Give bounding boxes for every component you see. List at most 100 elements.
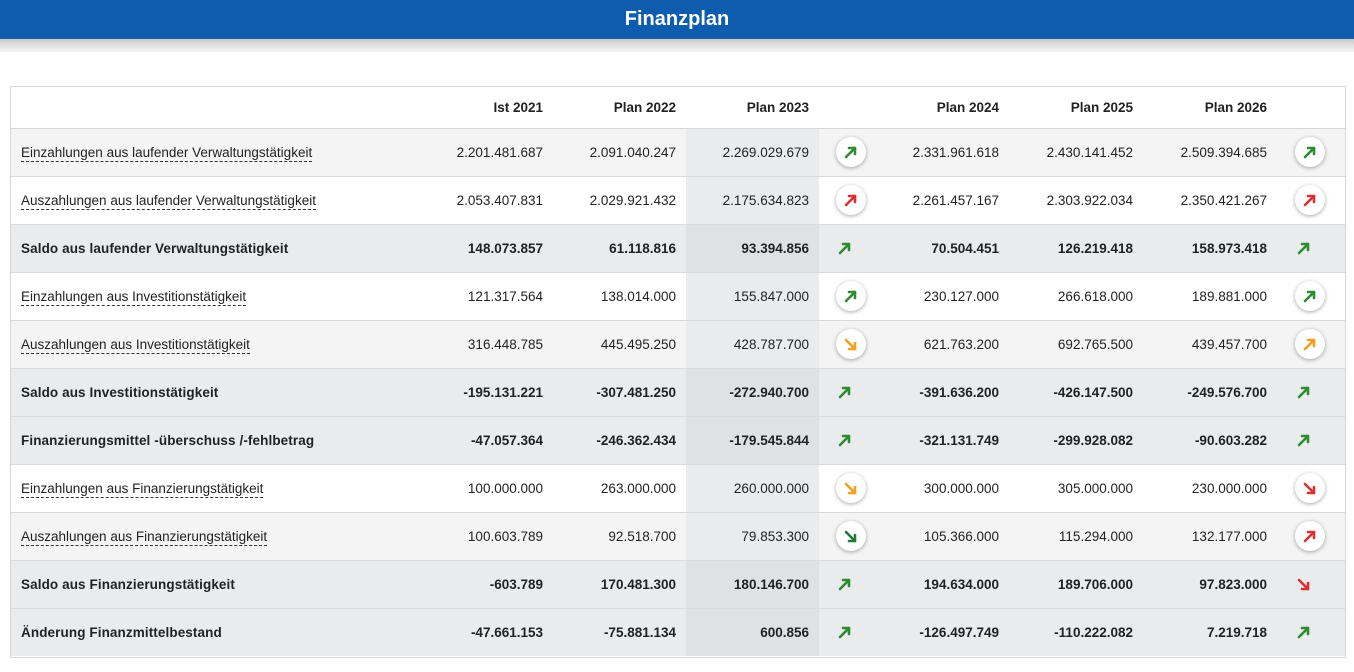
- trend-cell: [1277, 224, 1345, 273]
- value-cell: 148.073.857: [419, 224, 553, 273]
- trend-cell: [819, 368, 885, 417]
- row-label: Änderung Finanzmittelbestand: [21, 624, 222, 640]
- trend-button[interactable]: [1295, 137, 1325, 167]
- row-label-link[interactable]: Auszahlungen aus Investitionstätigkeit: [21, 336, 250, 354]
- row-label: Finanzierungsmittel -überschuss /-fehlbe…: [21, 432, 315, 448]
- header-label-cell: [11, 87, 419, 129]
- value-cell: 263.000.000: [553, 464, 686, 513]
- row-label-cell: Saldo aus laufender Verwaltungstätigkeit: [11, 224, 419, 273]
- column-header-ist-2021[interactable]: Ist 2021: [419, 87, 553, 129]
- value-cell: 260.000.000: [686, 464, 819, 513]
- trend-up-icon: [843, 144, 859, 160]
- value-cell: 2.509.394.685: [1143, 128, 1277, 177]
- value-cell: 138.014.000: [553, 272, 686, 321]
- trend-cell: [819, 272, 885, 321]
- trend-button[interactable]: [836, 329, 866, 359]
- value-cell: 121.317.564: [419, 272, 553, 321]
- value-cell: 2.053.407.831: [419, 176, 553, 225]
- table-row: Saldo aus Investitionstätigkeit -195.131.…: [11, 368, 1345, 417]
- trend-cell: [819, 608, 885, 656]
- trend-down-icon: [843, 528, 859, 544]
- column-header-plan-2023[interactable]: Plan 2023: [686, 87, 819, 129]
- value-cell: -126.497.749: [885, 608, 1009, 656]
- value-cell: 428.787.700: [686, 320, 819, 369]
- value-cell: 97.823.000: [1143, 560, 1277, 609]
- row-label-cell: Saldo aus Investitionstätigkeit: [11, 368, 419, 417]
- table-row: Änderung Finanzmittelbestand -47.661.153-…: [11, 608, 1345, 656]
- trend-cell: [1277, 560, 1345, 609]
- trend-cell: [1277, 464, 1345, 513]
- column-header-plan-2022[interactable]: Plan 2022: [553, 87, 686, 129]
- value-cell: 126.219.418: [1009, 224, 1143, 273]
- trend-button[interactable]: [1295, 329, 1325, 359]
- value-cell: 300.000.000: [885, 464, 1009, 513]
- trend-cell: [819, 128, 885, 177]
- row-label: Saldo aus Investitionstätigkeit: [21, 384, 219, 400]
- value-cell: 600.856: [686, 608, 819, 656]
- trend-button[interactable]: [836, 473, 866, 503]
- trend-up-icon: [1302, 192, 1318, 208]
- trend-cell: [1277, 176, 1345, 225]
- value-cell: -249.576.700: [1143, 368, 1277, 417]
- trend-up-icon: [1302, 288, 1318, 304]
- value-cell: -90.603.282: [1143, 416, 1277, 465]
- trend-cell: [1277, 608, 1345, 656]
- trend-down-icon: [1302, 480, 1318, 496]
- value-cell: 100.603.789: [419, 512, 553, 561]
- trend-up-icon: [1295, 239, 1313, 257]
- value-cell: 316.448.785: [419, 320, 553, 369]
- row-label-link[interactable]: Auszahlungen aus laufender Verwaltungstä…: [21, 192, 316, 210]
- header-shadow: [0, 39, 1354, 52]
- value-cell: 2.261.457.167: [885, 176, 1009, 225]
- trend-down-icon: [1295, 575, 1313, 593]
- value-cell: 170.481.300: [553, 560, 686, 609]
- trend-button[interactable]: [1295, 521, 1325, 551]
- value-cell: -195.131.221: [419, 368, 553, 417]
- value-cell: -47.661.153: [419, 608, 553, 656]
- trend-cell: [819, 320, 885, 369]
- value-cell: 93.394.856: [686, 224, 819, 273]
- column-header-plan-2026[interactable]: Plan 2026: [1143, 87, 1277, 129]
- value-cell: 7.219.718: [1143, 608, 1277, 656]
- trend-button[interactable]: [836, 137, 866, 167]
- table-header-row: Ist 2021 Plan 2022 Plan 2023 Plan 2024 P…: [11, 87, 1345, 129]
- trend-button[interactable]: [836, 185, 866, 215]
- header-trend-cell-1: [819, 87, 885, 129]
- row-label: Saldo aus Finanzierungstätigkeit: [21, 576, 235, 592]
- row-label-link[interactable]: Einzahlungen aus Investitionstätigkeit: [21, 288, 247, 306]
- trend-cell: [1277, 368, 1345, 417]
- trend-up-icon: [1302, 144, 1318, 160]
- trend-button[interactable]: [1295, 473, 1325, 503]
- row-label-cell: Auszahlungen aus Investitionstätigkeit: [11, 320, 419, 369]
- finance-plan-table: Ist 2021 Plan 2022 Plan 2023 Plan 2024 P…: [11, 87, 1345, 656]
- trend-button[interactable]: [1295, 185, 1325, 215]
- value-cell: 189.706.000: [1009, 560, 1143, 609]
- trend-up-icon: [843, 288, 859, 304]
- trend-cell: [1277, 320, 1345, 369]
- value-cell: 155.847.000: [686, 272, 819, 321]
- trend-button[interactable]: [836, 281, 866, 311]
- trend-cell: [819, 416, 885, 465]
- trend-up-icon: [836, 431, 854, 449]
- row-label-link[interactable]: Auszahlungen aus Finanzierungstätigkeit: [21, 528, 268, 546]
- row-label-cell: Auszahlungen aus Finanzierungstätigkeit: [11, 512, 419, 561]
- column-header-plan-2024[interactable]: Plan 2024: [885, 87, 1009, 129]
- header-trend-cell-2: [1277, 87, 1345, 129]
- value-cell: -299.928.082: [1009, 416, 1143, 465]
- row-label-link[interactable]: Einzahlungen aus laufender Verwaltungstä…: [21, 144, 313, 162]
- value-cell: 194.634.000: [885, 560, 1009, 609]
- page-title: Finanzplan: [624, 8, 730, 30]
- column-header-plan-2025[interactable]: Plan 2025: [1009, 87, 1143, 129]
- value-cell: 2.331.961.618: [885, 128, 1009, 177]
- trend-up-icon: [1302, 528, 1318, 544]
- value-cell: 305.000.000: [1009, 464, 1143, 513]
- trend-button[interactable]: [1295, 281, 1325, 311]
- trend-up-icon: [836, 239, 854, 257]
- value-cell: 105.366.000: [885, 512, 1009, 561]
- value-cell: 132.177.000: [1143, 512, 1277, 561]
- value-cell: -321.131.749: [885, 416, 1009, 465]
- value-cell: -426.147.500: [1009, 368, 1143, 417]
- row-label-link[interactable]: Einzahlungen aus Finanzierungstätigkeit: [21, 480, 264, 498]
- value-cell: -75.881.134: [553, 608, 686, 656]
- trend-button[interactable]: [836, 521, 866, 551]
